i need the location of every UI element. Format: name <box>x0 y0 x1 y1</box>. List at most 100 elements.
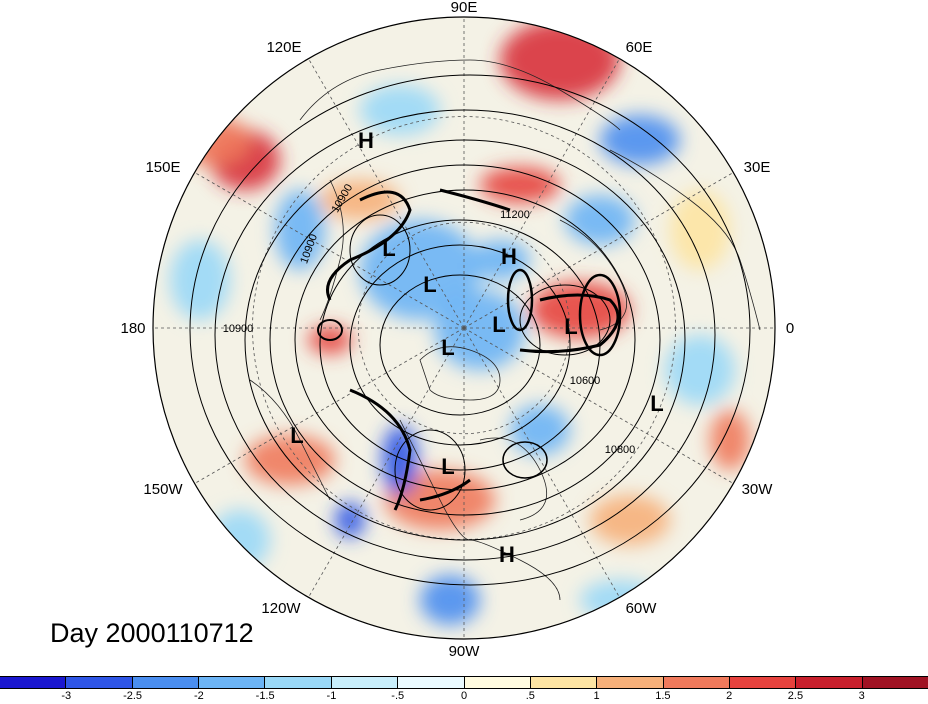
anomaly-blob <box>170 240 230 320</box>
low-pressure-center: L <box>382 236 395 261</box>
anomaly-blob <box>665 335 735 405</box>
jet-contour <box>326 190 412 301</box>
low-pressure-center: L <box>441 335 454 360</box>
contour-label: 10800 <box>605 444 636 456</box>
jet-contour <box>439 188 511 212</box>
contour-label: 10900 <box>223 323 254 335</box>
colorbar-cell <box>199 677 266 688</box>
meridian-line <box>194 172 465 329</box>
longitude-label: 60W <box>626 600 658 617</box>
colorbar-cell <box>66 677 133 688</box>
height-contours <box>189 74 751 586</box>
colorbar-cell <box>398 677 465 688</box>
anomaly-blob <box>420 575 480 625</box>
anomaly-blob <box>470 240 530 280</box>
longitude-label: 180 <box>120 320 145 337</box>
height-contour <box>349 244 571 446</box>
low-pressure-center: L <box>650 391 663 416</box>
colorbar-tick-label: 1.5 <box>655 690 671 702</box>
contour-label: 10600 <box>570 375 601 387</box>
high-pressure-center: H <box>358 128 374 153</box>
height-contour <box>394 429 466 511</box>
pressure-center-labels: H H H L L L L L L L L <box>290 128 663 567</box>
colorbar-tick-label: -3 <box>61 690 72 702</box>
height-contour <box>349 214 411 286</box>
colorbar-cell <box>530 677 598 688</box>
colorbar-cell <box>132 677 200 688</box>
longitude-label: 150E <box>145 159 180 176</box>
height-contour <box>578 273 622 357</box>
map-boundary <box>152 16 776 640</box>
latitude-circle <box>357 221 571 435</box>
low-pressure-center: L <box>423 272 436 297</box>
height-contour <box>506 268 534 332</box>
colorbar-tick-labels: -3 -2.5 -2 -1.5 -1 -.5 0 .5 1 1.5 2 2.5 3 <box>0 690 928 704</box>
colorbar-cell <box>796 677 863 688</box>
colorbar-tick-label: 3 <box>858 690 865 702</box>
anomaly-blob <box>670 190 730 270</box>
anomaly-blob <box>275 190 325 270</box>
anomaly-blob <box>710 410 750 470</box>
colorbar-tick-label: 1 <box>593 690 600 702</box>
height-contour <box>244 139 686 541</box>
anomaly-blob <box>170 115 250 165</box>
longitude-label: 60E <box>626 39 653 56</box>
jet-contour <box>519 293 620 354</box>
longitude-label: 0 <box>786 320 794 337</box>
low-pressure-center: L <box>492 312 505 337</box>
high-pressure-center: H <box>499 542 515 567</box>
anomaly-blob <box>600 115 680 165</box>
polar-map: 90E 60E 30E 0 30W 60W 90W 120W 150W 180 150E 120E 1… <box>120 0 794 660</box>
height-contour <box>269 164 661 516</box>
colorbar-tick-label: -.5 <box>391 690 405 702</box>
high-pressure-center: H <box>501 244 517 269</box>
colorbar-cell <box>729 677 797 688</box>
longitude-labels: 90E 60E 30E 0 30W 60W 90W 120W 150W 180 150E 120E <box>120 0 794 660</box>
low-pressure-center: L <box>564 314 577 339</box>
colorbar-tick-label: .5 <box>525 690 535 702</box>
height-contour <box>189 74 751 586</box>
colorbar-cell <box>265 677 332 688</box>
colorbar-tick-label: 2 <box>726 690 733 702</box>
meridian-line <box>463 327 620 598</box>
colorbar-tick-label: -1.5 <box>255 690 275 702</box>
meridian-line <box>308 58 465 329</box>
anomaly-blob <box>565 195 635 245</box>
grid-lines <box>153 17 775 639</box>
low-pressure-center: L <box>441 454 454 479</box>
colorbar-cell <box>597 677 664 688</box>
height-contour <box>317 319 343 341</box>
longitude-label: 30W <box>742 481 774 498</box>
height-contour <box>379 274 541 416</box>
meridian-line <box>463 58 620 329</box>
anomaly-blob <box>360 85 440 135</box>
colorbar-cell <box>331 677 399 688</box>
colorbar <box>0 676 928 689</box>
colorbar-tick-label: -1 <box>326 690 337 702</box>
anomaly-blob <box>590 495 670 545</box>
contour-label: 11200 <box>500 209 530 221</box>
meridian-line <box>308 327 465 598</box>
height-contour <box>214 109 716 561</box>
latitude-circle <box>252 116 676 540</box>
meridian-line <box>194 327 465 484</box>
height-contour <box>294 189 636 491</box>
longitude-label: 120W <box>261 600 301 617</box>
anomaly-blob <box>335 502 365 538</box>
longitude-label: 30E <box>744 159 771 176</box>
anomaly-blob <box>480 167 560 203</box>
colorbar-cell <box>464 677 531 688</box>
height-contour <box>502 441 548 479</box>
colorbar-cell <box>0 677 67 688</box>
longitude-label: 90W <box>449 643 481 660</box>
day-label: Day 2000110712 <box>50 618 254 648</box>
longitude-label: 150W <box>143 481 183 498</box>
jet-contour <box>419 478 471 502</box>
colorbar-cell <box>663 677 730 688</box>
colorbar-tick-label: 0 <box>460 690 468 702</box>
colorbar-tick-label: 2.5 <box>787 690 804 702</box>
meridian-line <box>463 327 734 484</box>
colorbar-tick-label: -2.5 <box>123 690 143 702</box>
low-pressure-center: L <box>290 423 303 448</box>
height-contour <box>519 284 611 356</box>
